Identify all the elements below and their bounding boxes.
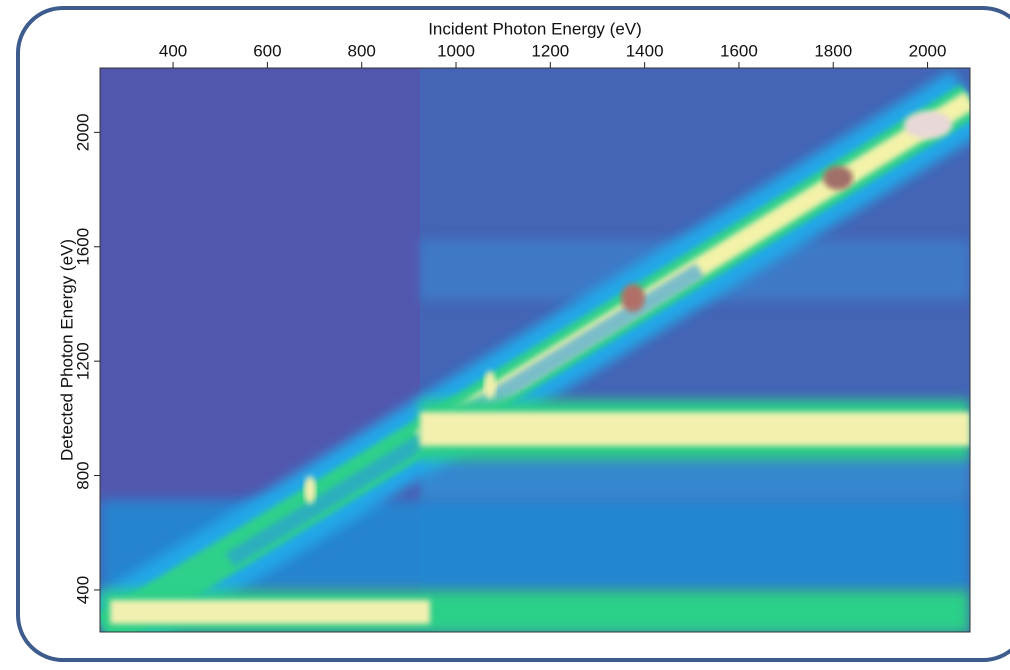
x-tick-label: 1000 <box>437 41 475 60</box>
x-axis-label: Incident Photon Energy (eV) <box>428 19 642 38</box>
heatmap-peak <box>823 166 853 190</box>
heatmap-band <box>420 455 970 500</box>
x-tick-label: 1600 <box>720 41 758 60</box>
heatmap-peak <box>304 476 316 504</box>
y-tick-label: 1600 <box>73 228 92 266</box>
frame <box>16 6 1010 662</box>
heatmap-band <box>420 412 970 446</box>
heatmap-peak <box>621 284 645 312</box>
heatmap-peak <box>484 371 496 399</box>
y-tick-label: 800 <box>73 461 92 489</box>
y-tick-label: 1200 <box>73 342 92 380</box>
heatmap-peak <box>904 111 952 139</box>
x-tick-label: 2000 <box>909 41 947 60</box>
y-tick-label: 2000 <box>73 113 92 151</box>
x-tick-label: 800 <box>348 41 376 60</box>
y-tick-label: 400 <box>73 576 92 604</box>
x-tick-label: 1800 <box>814 41 852 60</box>
heatmap <box>100 68 970 632</box>
plot-frame <box>99 67 971 633</box>
y-axis-label: Detected Photon Energy (eV) <box>57 239 76 461</box>
x-tick-label: 1200 <box>531 41 569 60</box>
heatmap-band <box>110 600 430 624</box>
x-tick-label: 600 <box>253 41 281 60</box>
x-tick-label: 400 <box>159 41 187 60</box>
x-tick-label: 1400 <box>626 41 664 60</box>
